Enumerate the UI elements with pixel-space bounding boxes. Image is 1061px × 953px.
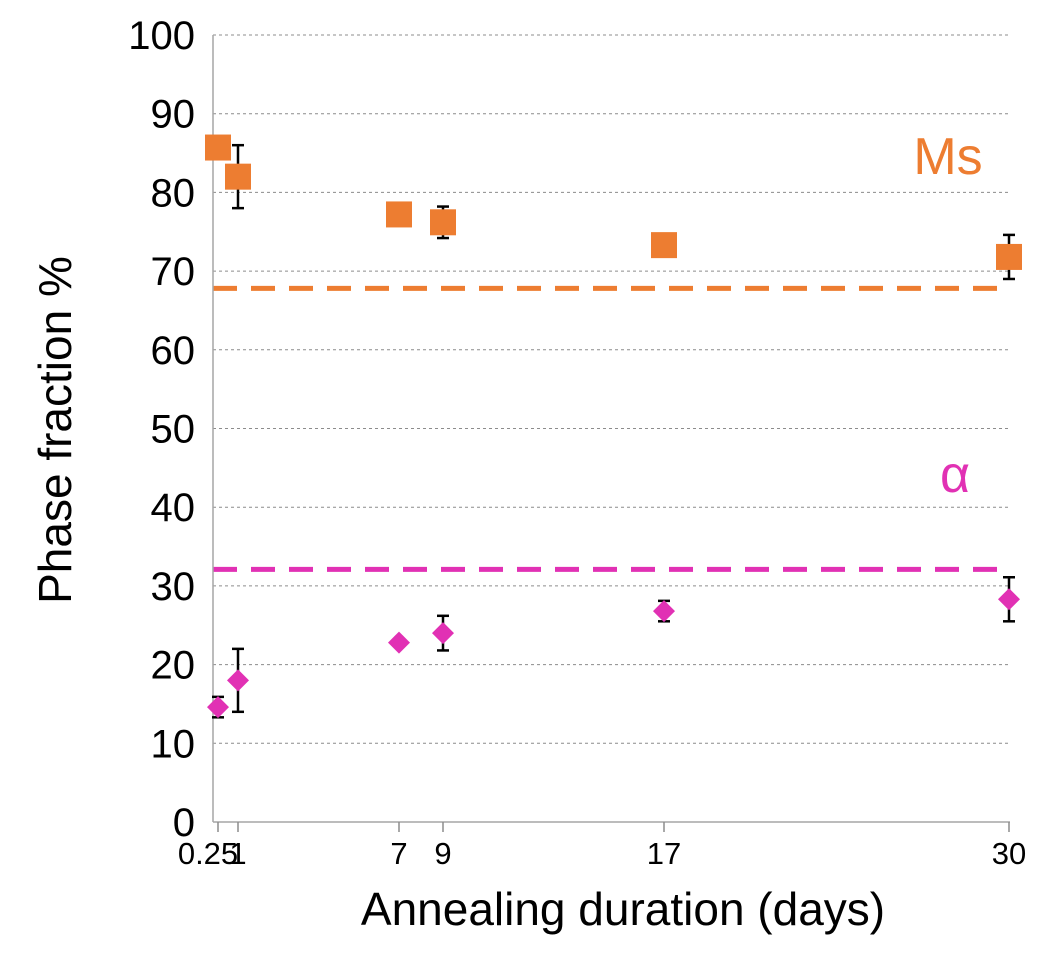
marker-alpha-1 — [227, 669, 249, 692]
y-tick-label-40: 40 — [151, 486, 196, 530]
y-tick-label-0: 0 — [173, 801, 195, 845]
grid-layer — [213, 34, 1010, 744]
series-label-alpha: α — [940, 446, 970, 504]
marker-alpha-4 — [653, 600, 675, 623]
labels: Phase fraction % Annealing duration (day… — [29, 128, 983, 935]
x-tick-label-1: 1 — [229, 836, 246, 871]
y-tick-label-30: 30 — [151, 565, 196, 609]
x-tick-label-7: 7 — [390, 836, 407, 871]
x-tick-label-17: 17 — [647, 836, 681, 871]
y-tick-label-20: 20 — [151, 644, 196, 688]
y-tick-label-10: 10 — [151, 722, 196, 766]
markers — [205, 134, 1022, 719]
y-tick-label-90: 90 — [151, 93, 196, 137]
marker-ms-5 — [996, 243, 1022, 270]
marker-ms-1 — [225, 163, 251, 190]
x-tick-label-30: 30 — [992, 836, 1026, 871]
y-tick-label-100: 100 — [128, 14, 195, 58]
marker-ms-3 — [430, 209, 456, 236]
y-tick-label-50: 50 — [151, 408, 196, 452]
series-label-ms: Ms — [913, 128, 982, 186]
marker-ms-0 — [205, 134, 231, 161]
marker-ms-4 — [651, 232, 677, 259]
x-tick-label-9: 9 — [434, 836, 451, 871]
marker-alpha-3 — [432, 622, 454, 645]
marker-alpha-5 — [998, 588, 1020, 611]
marker-alpha-2 — [388, 631, 410, 654]
y-axis-title: Phase fraction % — [29, 256, 81, 604]
y-tick-label-60: 60 — [151, 329, 196, 373]
x-axis-title: Annealing duration (days) — [361, 883, 885, 935]
marker-ms-2 — [386, 201, 412, 228]
y-tick-label-70: 70 — [151, 250, 196, 294]
marker-alpha-0 — [207, 696, 229, 719]
x-tick-label-0.25: 0.25 — [178, 836, 238, 871]
error-bars — [212, 143, 1015, 719]
y-tick-label-80: 80 — [151, 171, 196, 215]
reference-lines — [213, 285, 1010, 572]
